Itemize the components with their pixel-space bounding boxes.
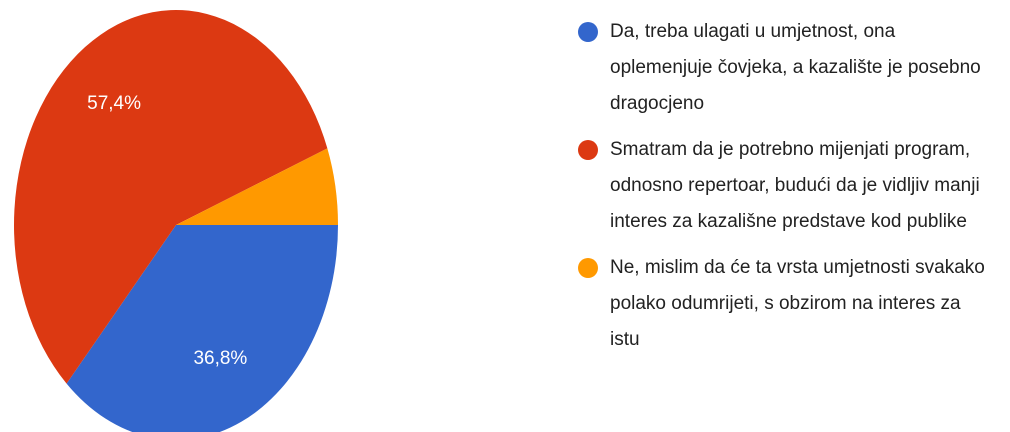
legend-swatch xyxy=(578,258,598,278)
legend-label: Smatram da je potrebno mijenjati program… xyxy=(610,139,980,232)
legend-swatch xyxy=(578,140,598,160)
pie-slice xyxy=(176,148,338,225)
legend: Da, treba ulagati u umjetnost, ona oplem… xyxy=(578,14,998,368)
slice-label: 57,4% xyxy=(87,93,141,114)
legend-swatch xyxy=(578,22,598,42)
pie-chart: 36,8% 57,4% xyxy=(14,10,338,432)
legend-label: Da, treba ulagati u umjetnost, ona oplem… xyxy=(610,21,981,114)
pie-slice xyxy=(66,225,338,432)
legend-item: Ne, mislim da će ta vrsta umjetnosti sva… xyxy=(578,250,998,358)
pie-slice xyxy=(14,10,328,384)
legend-item: Smatram da je potrebno mijenjati program… xyxy=(578,132,998,240)
legend-item: Da, treba ulagati u umjetnost, ona oplem… xyxy=(578,14,998,122)
slice-label: 36,8% xyxy=(193,348,247,369)
legend-label: Ne, mislim da će ta vrsta umjetnosti sva… xyxy=(610,257,985,350)
